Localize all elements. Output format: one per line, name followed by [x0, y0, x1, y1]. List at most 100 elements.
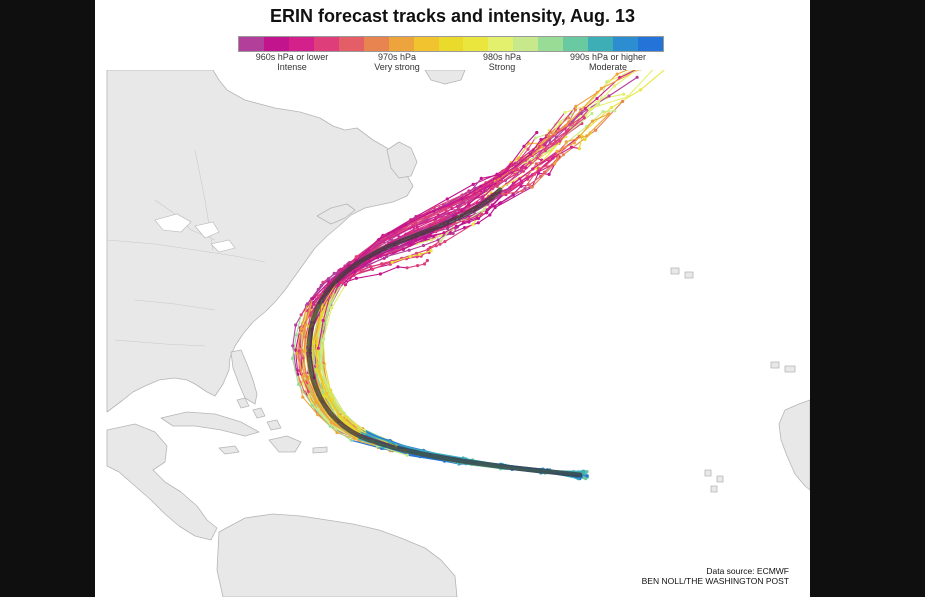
legend-hpa-moderate: 990s hPa or higher — [569, 52, 647, 62]
track-point — [513, 172, 517, 176]
track-point — [429, 238, 434, 242]
track-point — [550, 163, 554, 167]
track-segment — [331, 422, 355, 439]
track-point — [429, 249, 433, 253]
track-segment — [320, 312, 329, 340]
track-segment — [538, 164, 553, 169]
track-segment — [446, 198, 468, 221]
track-segment — [312, 281, 330, 300]
ensemble-track — [317, 70, 637, 479]
track-point — [621, 99, 625, 103]
track-point — [405, 453, 409, 457]
track-segment — [306, 285, 322, 305]
track-point — [574, 104, 578, 108]
track-point — [294, 348, 298, 352]
track-point — [471, 222, 475, 226]
track-point — [501, 192, 505, 196]
track-segment — [415, 198, 448, 218]
track-segment — [554, 121, 570, 135]
track-point — [339, 267, 343, 272]
track-segment — [595, 101, 624, 131]
track-segment — [499, 166, 517, 177]
track-segment — [495, 169, 513, 182]
track-segment — [584, 98, 598, 109]
legend-swatch — [363, 37, 389, 51]
track-segment — [388, 216, 417, 234]
track-segment — [320, 375, 333, 400]
track-point — [330, 306, 334, 310]
data-source-credit: Data source: ECMWF — [706, 566, 789, 576]
track-segment — [514, 162, 531, 175]
track-point — [535, 130, 539, 135]
track-segment — [608, 76, 638, 97]
track-point — [460, 209, 464, 213]
track-point — [415, 255, 419, 259]
track-point — [482, 207, 486, 211]
track-segment — [316, 364, 328, 394]
track-point — [615, 72, 619, 76]
track-segment — [592, 113, 609, 122]
track-segment — [406, 265, 418, 269]
ensemble-track — [316, 70, 638, 477]
track-point — [365, 264, 369, 268]
track-segment — [356, 273, 381, 279]
track-segment — [575, 92, 598, 107]
track-point — [349, 438, 353, 442]
track-point — [609, 106, 614, 110]
central-america — [106, 423, 218, 541]
track-segment — [369, 248, 393, 262]
track-point — [528, 160, 532, 165]
azores — [670, 267, 694, 279]
track-point — [590, 111, 594, 116]
track-segment — [487, 196, 500, 205]
track-point — [404, 223, 408, 227]
track-segment — [499, 167, 537, 189]
track-segment — [461, 203, 470, 212]
track-segment — [559, 108, 590, 142]
track-point — [297, 369, 301, 373]
track-segment — [608, 70, 635, 82]
track-point — [582, 472, 586, 476]
track-segment — [336, 431, 360, 442]
track-point — [626, 95, 630, 99]
track-point — [297, 382, 301, 386]
track-point — [526, 147, 530, 151]
track-point — [534, 162, 538, 166]
track-point — [476, 216, 480, 221]
track-segment — [311, 403, 332, 426]
track-segment — [443, 225, 457, 234]
track-segment — [410, 218, 443, 236]
track-point — [622, 92, 626, 96]
track-segment — [315, 306, 323, 339]
track-segment — [472, 186, 494, 198]
track-segment — [320, 273, 339, 286]
track-segment — [546, 112, 566, 137]
track-point — [333, 426, 337, 430]
track-segment — [480, 175, 501, 187]
track-point — [396, 265, 400, 269]
track-segment — [416, 212, 450, 228]
track-point — [321, 318, 325, 323]
track-segment — [300, 303, 308, 329]
legend-swatch — [488, 37, 514, 51]
track-segment — [440, 228, 453, 236]
track-point — [432, 209, 436, 213]
track-segment — [328, 282, 343, 307]
track-point — [436, 213, 440, 217]
track-segment — [416, 248, 429, 254]
legend-name-moderate: Moderate — [588, 62, 628, 72]
track-point — [572, 141, 576, 145]
ensemble-track — [316, 70, 666, 477]
track-point — [547, 172, 551, 176]
track-segment — [409, 235, 431, 245]
track-segment — [309, 378, 318, 401]
track-segment — [304, 326, 310, 351]
track-segment — [320, 338, 325, 367]
track-segment — [317, 408, 336, 429]
track-segment — [456, 221, 470, 227]
track-point — [301, 375, 305, 380]
track-point — [459, 197, 464, 201]
track-point — [519, 179, 524, 183]
track-point — [354, 276, 358, 280]
track-point — [438, 242, 442, 246]
